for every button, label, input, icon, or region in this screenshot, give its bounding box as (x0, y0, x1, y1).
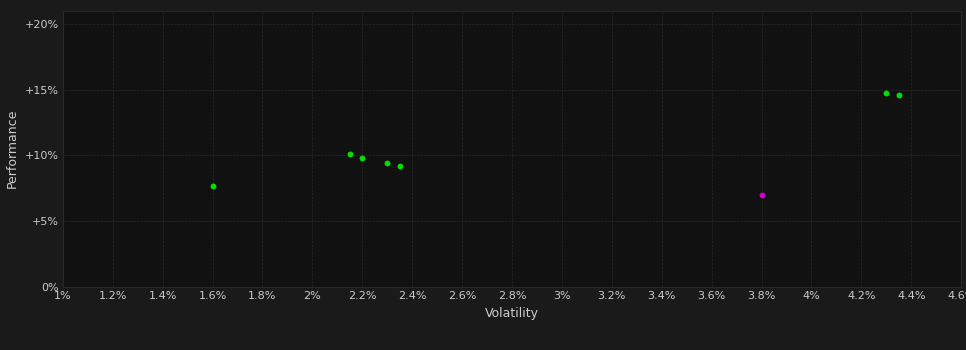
Point (878, 91, 894, 96)
Point (342, 151, 357, 157)
Point (891, 92, 906, 98)
Point (205, 183, 220, 188)
Point (380, 160, 395, 166)
X-axis label: Volatility: Volatility (485, 307, 539, 320)
Point (355, 155, 370, 161)
Y-axis label: Performance: Performance (6, 109, 19, 188)
Point (392, 163, 408, 169)
Point (753, 192, 769, 198)
